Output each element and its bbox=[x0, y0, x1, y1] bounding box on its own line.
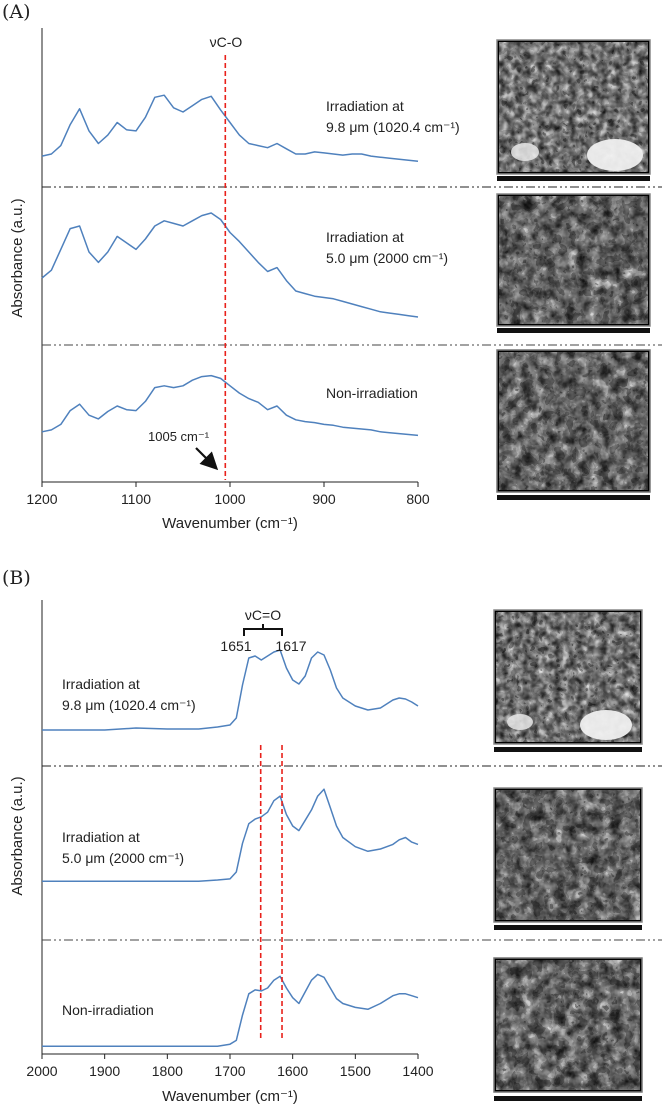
micrograph-b-3 bbox=[493, 957, 643, 1101]
x-tick-label-b-1900: 1900 bbox=[89, 1063, 120, 1079]
series-group-a bbox=[41, 94, 419, 437]
x-tick-label-b-1500: 1500 bbox=[340, 1063, 371, 1079]
series-label-a-1-line-1: Irradiation at bbox=[326, 98, 404, 114]
marker-lines-b bbox=[259, 745, 283, 1040]
peak-label-b: νC=O bbox=[245, 607, 281, 623]
series-label-b-1-line-2: 9.8 μm (1020.4 cm⁻¹) bbox=[62, 697, 196, 713]
series-label-a-1-line-2: 9.8 μm (1020.4 cm⁻¹) bbox=[326, 119, 460, 135]
x-tick-label-b-1800: 1800 bbox=[152, 1063, 183, 1079]
y-axis-label-a: Absorbance (a.u.) bbox=[9, 198, 26, 317]
scale-bar-a-3 bbox=[497, 495, 650, 500]
arrow-annotation-line bbox=[195, 447, 219, 471]
peak-bracket-b bbox=[243, 624, 283, 636]
series-label-a-3-line-1: Non-irradiation bbox=[326, 385, 418, 401]
series-label-b-3-line-1: Non-irradiation bbox=[62, 1002, 154, 1018]
scale-bar-a-1 bbox=[497, 176, 650, 181]
spectrum-line-b-1 bbox=[42, 649, 419, 731]
x-tick-label-a-1100: 1100 bbox=[121, 491, 151, 507]
y-axis-title-a: Absorbance (a.u.) bbox=[9, 198, 26, 317]
spectrum-line-a-2 bbox=[41, 212, 419, 318]
x-tick-label-b-1700: 1700 bbox=[214, 1063, 245, 1079]
spectrum-line-b-2 bbox=[42, 788, 419, 882]
series-group-b bbox=[42, 649, 419, 1047]
x-tick-label-a-800: 800 bbox=[406, 491, 430, 507]
x-tick-label-a-900: 900 bbox=[312, 491, 336, 507]
x-tick-label-b-1600: 1600 bbox=[277, 1063, 308, 1079]
micrograph-b-2 bbox=[493, 787, 643, 930]
arrow-annotation-text: 1005 cm⁻¹ bbox=[148, 429, 210, 444]
scale-bar-b-3 bbox=[494, 1096, 642, 1101]
micrograph-b-1 bbox=[493, 609, 643, 752]
series-labels-b: Irradiation at 9.8 μm (1020.4 cm⁻¹) Irradi… bbox=[62, 676, 196, 1018]
panel-b: (B) Absorbance (a.u.) 2000 1900 1800 1700 16… bbox=[2, 567, 662, 1105]
x-tick-label-b-2000: 2000 bbox=[26, 1063, 57, 1079]
x-ticks-b: 2000 1900 1800 1700 1600 1500 1400 bbox=[26, 1054, 434, 1079]
series-label-b-2-line-1: Irradiation at bbox=[62, 829, 140, 845]
y-axis-label-b: Absorbance (a.u.) bbox=[9, 776, 26, 895]
micrograph-a-2 bbox=[496, 193, 651, 333]
x-tick-label-a-1200: 1200 bbox=[26, 491, 57, 507]
series-label-b-1-line-1: Irradiation at bbox=[62, 676, 140, 692]
scale-bar-a-2 bbox=[497, 328, 650, 333]
scale-bar-b-2 bbox=[494, 925, 642, 930]
x-axis-title-a: Wavenumber (cm⁻¹) bbox=[162, 515, 298, 532]
peak-label-a: νC-O bbox=[210, 34, 243, 50]
micrograph-a-3 bbox=[496, 349, 651, 500]
x-tick-label-a-1000: 1000 bbox=[214, 491, 245, 507]
x-axis-title-b: Wavenumber (cm⁻¹) bbox=[162, 1088, 298, 1105]
y-axis-title-b: Absorbance (a.u.) bbox=[9, 776, 26, 895]
peak-value-1651: 1651 bbox=[220, 638, 251, 654]
series-label-a-2-line-1: Irradiation at bbox=[326, 229, 404, 245]
spectrum-line-b-3 bbox=[42, 973, 419, 1047]
panel-a: (A) Absorbance (a.u.) 1200 1100 1000 900 800… bbox=[2, 1, 662, 532]
series-label-b-2-line-2: 5.0 μm (2000 cm⁻¹) bbox=[62, 850, 184, 866]
peak-value-1617: 1617 bbox=[275, 638, 306, 654]
spectrum-line-a-1 bbox=[41, 94, 419, 163]
series-labels-a: Irradiation at 9.8 μm (1020.4 cm⁻¹) Irradi… bbox=[326, 98, 460, 401]
x-tick-label-b-1400: 1400 bbox=[402, 1063, 433, 1079]
micrograph-a-1 bbox=[496, 39, 651, 181]
spectrum-line-a-3 bbox=[41, 374, 419, 437]
x-ticks-a: 1200 1100 1000 900 800 bbox=[26, 482, 430, 507]
panel-label-b: (B) bbox=[2, 567, 31, 589]
panel-label-a: (A) bbox=[2, 1, 31, 23]
series-label-a-2-line-2: 5.0 μm (2000 cm⁻¹) bbox=[326, 250, 448, 266]
scale-bar-b-1 bbox=[494, 747, 642, 752]
